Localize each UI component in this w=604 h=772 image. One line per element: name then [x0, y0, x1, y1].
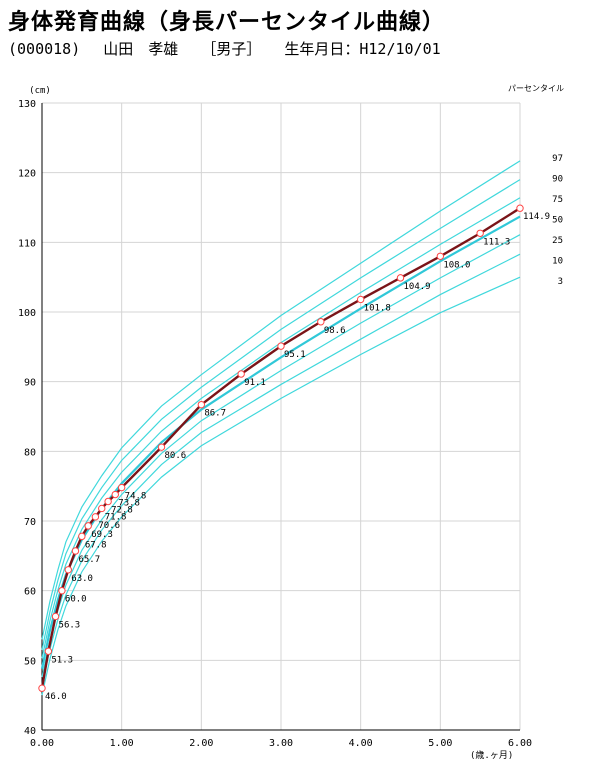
- data-label: 46.0: [45, 692, 67, 702]
- data-label: 114.9: [523, 212, 550, 222]
- y-tick-label: 40: [24, 726, 36, 737]
- percentile-label-25: 25: [552, 236, 563, 246]
- x-tick-label: 1.00: [110, 738, 134, 749]
- data-point: [64, 566, 72, 574]
- data-label: 95.1: [284, 350, 306, 360]
- data-point: [98, 504, 106, 513]
- data-point: [91, 513, 100, 521]
- percentile-label-75: 75: [552, 195, 563, 205]
- y-tick-label: 100: [18, 308, 36, 319]
- data-point: [317, 318, 325, 326]
- data-point: [157, 443, 166, 451]
- data-label: 65.7: [78, 555, 100, 565]
- chart-grid: [41, 102, 521, 731]
- y-axis-label: (cm): [29, 86, 51, 96]
- data-point: [356, 295, 365, 304]
- data-point: [58, 586, 66, 595]
- data-point: [51, 612, 60, 621]
- data-label: 80.6: [165, 451, 187, 461]
- percentile-line-50: [40, 215, 521, 669]
- data-label: 60.0: [65, 595, 87, 605]
- data-label: 91.1: [244, 378, 266, 388]
- data-label: 67.8: [85, 540, 107, 550]
- data-label: 86.7: [204, 409, 226, 419]
- data-point: [516, 204, 524, 212]
- percentile-line-3: [41, 276, 521, 696]
- data-point: [84, 522, 92, 530]
- percentile-label-3: 3: [558, 277, 563, 287]
- data-label: 63.0: [71, 574, 93, 584]
- data-label: 73.8: [118, 499, 140, 509]
- data-point: [237, 370, 245, 378]
- x-axis-label: (歳.ヶ月): [470, 749, 513, 761]
- x-tick-label: 3.00: [269, 738, 293, 749]
- y-tick-label: 80: [24, 447, 36, 458]
- data-point: [71, 547, 80, 555]
- data-label: 98.6: [324, 326, 346, 336]
- x-tick-label: 5.00: [428, 738, 452, 749]
- y-tick-label: 70: [24, 517, 36, 528]
- data-label: 74.8: [125, 492, 147, 502]
- patient-birthdate: 生年月日：H12/10/01: [284, 40, 441, 58]
- page-title: 身体発育曲線（身長パーセンタイル曲線）: [8, 10, 446, 35]
- data-label: 108.0: [443, 260, 470, 270]
- x-tick-label: 2.00: [189, 738, 213, 749]
- data-point: [117, 483, 126, 492]
- data-point: [104, 497, 112, 506]
- data-label: 56.3: [59, 620, 81, 630]
- patient-series: 46.0 51.3 56.3 60.0 63.0 65.7 67.869.370.671.8…: [38, 204, 550, 702]
- data-label: 70.6: [98, 521, 120, 531]
- data-point: [197, 400, 206, 409]
- patient-info: (000018) 山田 孝雄 ［男子］ 生年月日：H12/10/01: [8, 38, 455, 59]
- data-point: [396, 274, 405, 282]
- patient-sex: ［男子］: [201, 40, 262, 58]
- y-tick-label: 120: [18, 169, 36, 180]
- y-tick-label: 110: [18, 238, 36, 249]
- data-label: 111.3: [483, 237, 510, 247]
- percentile-label-90: 90: [552, 175, 563, 185]
- data-label: 101.8: [364, 303, 391, 313]
- data-label: 72.8: [111, 505, 133, 515]
- data-label: 71.8: [105, 512, 127, 522]
- y-tick-label: 60: [24, 587, 36, 598]
- x-tick-label: 6.00: [508, 738, 532, 749]
- patient-id: (000018): [8, 40, 81, 58]
- y-tick-label: 130: [18, 99, 36, 110]
- legend-title: パーセンタイル: [508, 84, 564, 93]
- data-point: [436, 252, 445, 260]
- percentile-line-75: [41, 197, 521, 659]
- data-point: [277, 342, 285, 350]
- percentile-line-97: [41, 160, 521, 640]
- data-point: [44, 647, 53, 655]
- percentile-legend: 97 90 75 50 25 10 3: [552, 154, 563, 287]
- x-tick-label: 4.00: [349, 738, 373, 749]
- data-label: 104.9: [404, 282, 431, 292]
- chart-axes: 0.00 1.00 2.00 3.00 4.00 5.00 6.00 40 50 60 70 80 90…: [18, 99, 532, 749]
- percentile-label-10: 10: [552, 257, 563, 267]
- data-label: 51.3: [51, 655, 73, 665]
- data-point: [78, 532, 86, 541]
- data-label: 69.3: [91, 530, 113, 540]
- percentile-curves: [40, 160, 521, 696]
- percentile-label-50: 50: [552, 216, 563, 226]
- data-point: [38, 684, 46, 692]
- data-point: [476, 229, 484, 237]
- y-tick-label: 90: [24, 378, 36, 389]
- percentile-line-90: [41, 179, 521, 651]
- percentile-label-97: 97: [552, 154, 563, 164]
- patient-name: 山田 孝雄: [103, 40, 179, 58]
- y-tick-label: 50: [24, 656, 36, 667]
- data-point: [111, 490, 119, 499]
- x-tick-label: 0.00: [30, 738, 54, 749]
